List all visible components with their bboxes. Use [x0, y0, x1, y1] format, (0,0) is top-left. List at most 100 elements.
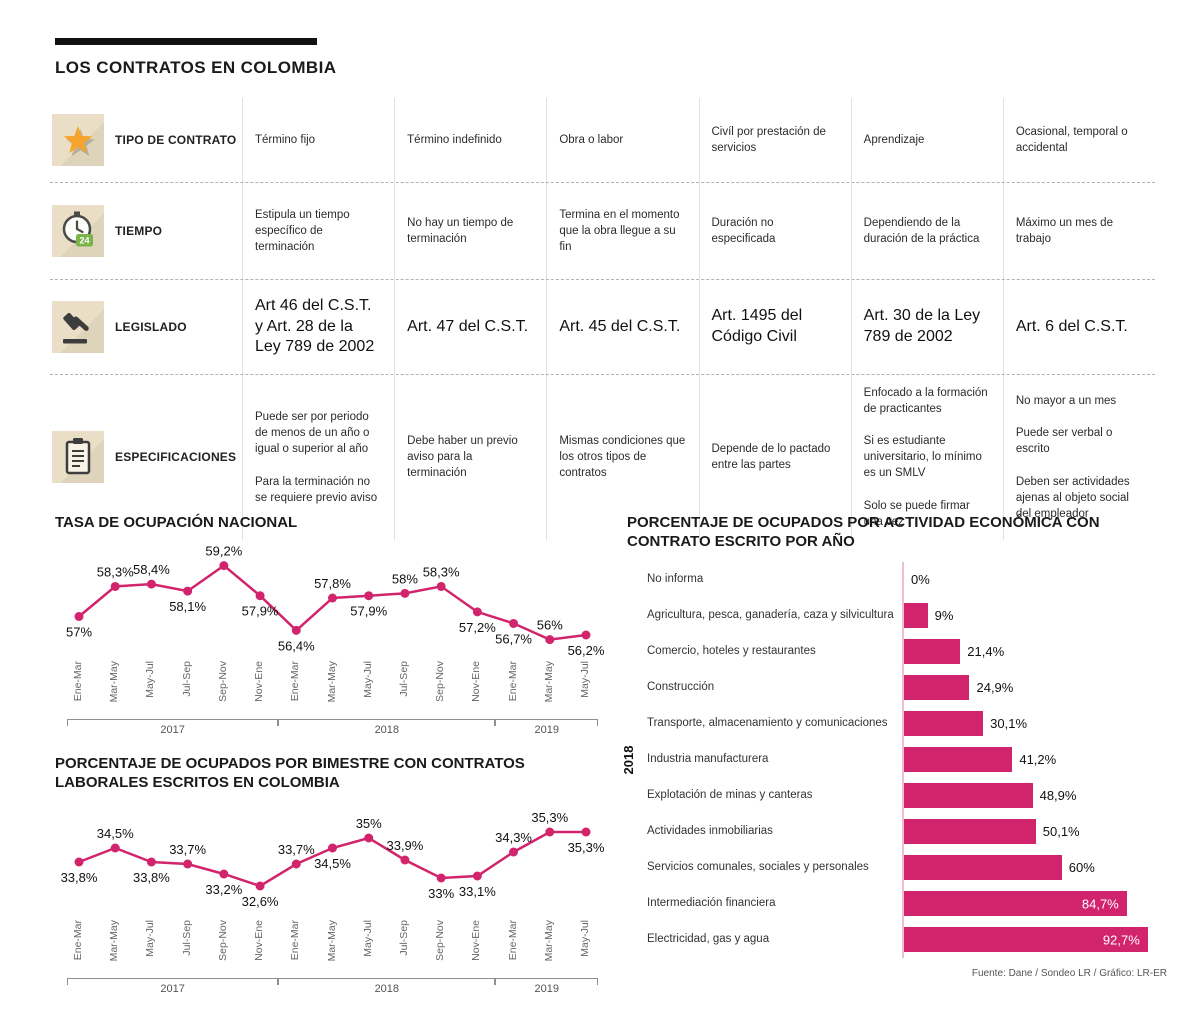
x-axis-label: Jul-Sep [397, 920, 410, 956]
bar [904, 783, 1033, 808]
point-label: 32,6% [242, 894, 279, 909]
star-icon [52, 114, 104, 166]
data-point [219, 869, 229, 879]
row-header: ESPECIFICACIONES [50, 375, 242, 540]
bar-category-label: Agricultura, pesca, ganadería, caza y si… [647, 609, 894, 622]
table-cell: Ocasional, temporal o accidental [1002, 98, 1155, 182]
table-cell: Debe haber un previo aviso para la termi… [394, 375, 546, 540]
bar-category-label: Transporte, almacenamiento y comunicacio… [647, 717, 888, 730]
bar-category-label: Explotación de minas y canteras [647, 789, 813, 802]
bar-chart: 2018 No informa 0% Agricultura, pesca, gan… [621, 561, 1167, 958]
table-cell: No hay un tiempo de terminación [394, 183, 546, 279]
table-cell: Término indefinido [394, 98, 546, 182]
table-cell: Dependiendo de la duración de la práctic… [850, 183, 1003, 279]
bar-track: 92,7% [902, 921, 1167, 958]
x-axis-label: May-Jul [361, 660, 374, 698]
x-axis-label: Sep-Nov [434, 920, 447, 962]
point-label: 33,2% [205, 882, 242, 897]
data-point [110, 843, 120, 853]
data-point [509, 847, 519, 857]
data-point [472, 607, 482, 617]
year-group-label: 2018 [278, 978, 496, 995]
year-axis: 2017 2018 2019 [55, 978, 610, 1000]
bar-track: 41,2% [902, 741, 1167, 778]
bar-track: 30,1% [902, 705, 1167, 742]
bar-value-label: 48,9% [1039, 788, 1077, 803]
point-label: 57% [66, 624, 92, 639]
data-point [581, 630, 591, 640]
bar [904, 747, 1013, 772]
x-axis-label: Nov-Ene [253, 920, 266, 962]
table-cell: Puede ser por periodo de menos de un año… [242, 375, 394, 540]
x-axis-label: Ene-Mar [72, 660, 84, 702]
bar-track: 24,9% [902, 669, 1167, 706]
header-rule [55, 38, 317, 45]
data-point [436, 873, 446, 883]
x-axis-label: May-Jul [361, 920, 374, 958]
bar-row: Explotación de minas y canteras 48,9% [647, 777, 1167, 814]
source-credit: Fuente: Dane / Sondeo LR / Gráfico: LR-E… [971, 967, 1167, 979]
point-label: 57,8% [314, 576, 351, 591]
bar-category-label: Comercio, hoteles y restaurantes [647, 645, 816, 658]
point-label: 58,4% [133, 562, 170, 577]
row-header-label: ESPECIFICACIONES [115, 450, 237, 465]
x-axis-label: Nov-Ene [470, 660, 483, 702]
point-label: 58,3% [97, 564, 134, 579]
chart-title-economic-activity: PORCENTAJE DE OCUPADOS POR ACTIVIDAD ECO… [627, 514, 1100, 550]
bar-value-label: 84,7% [1081, 896, 1119, 911]
point-label: 34,3% [495, 830, 532, 845]
x-axis-label: Jul-Sep [180, 660, 193, 697]
x-axis-label: Nov-Ene [253, 660, 266, 702]
bar-row: Transporte, almacenamiento y comunicacio… [647, 705, 1167, 742]
row-header-label: TIEMPO [115, 224, 163, 238]
data-point [545, 827, 555, 837]
year-axis: 2017 2018 2019 [55, 718, 610, 741]
page-title: LOS CONTRATOS EN COLOMBIA [55, 58, 337, 77]
data-point [364, 590, 374, 600]
data-point [328, 843, 337, 853]
data-point [472, 871, 482, 881]
x-axis-label: Mar-May [542, 920, 555, 962]
point-label: 33% [428, 886, 454, 901]
x-axis-label: May-Jul [579, 660, 591, 698]
point-label: 35,3% [568, 840, 605, 855]
data-point [219, 560, 229, 570]
data-point [74, 857, 84, 867]
point-label: 57,9% [350, 603, 387, 618]
x-axis-label: Ene-Mar [72, 920, 84, 961]
x-axis-label: Ene-Mar [289, 660, 302, 702]
contracts-table: TIPO DE CONTRATO Término fijo Término in… [50, 98, 1155, 540]
data-point [291, 859, 301, 869]
x-axis-label: Sep-Nov [434, 660, 447, 702]
bar-category-label: No informa [647, 573, 704, 586]
point-label: 59,2% [205, 543, 242, 558]
svg-text:24: 24 [79, 236, 89, 246]
point-label: 58,3% [423, 564, 460, 579]
table-row-tiempo: 24 TIEMPO Estipula un tiempo específico … [50, 183, 1155, 280]
bar [904, 711, 984, 736]
bar-track: 48,9% [902, 777, 1167, 814]
bar-track: 21,4% [902, 633, 1167, 670]
data-point [74, 611, 84, 621]
clock-icon: 24 [52, 205, 104, 257]
table-cell: Enfocado a la formación de practicantes … [850, 375, 1003, 540]
data-point [400, 588, 410, 598]
x-axis-label: Jul-Sep [397, 660, 410, 697]
x-axis-label: Mar-May [325, 660, 338, 703]
data-point [146, 857, 156, 867]
bar-value-label: 9% [934, 608, 954, 623]
bar-value-label: 21,4% [967, 644, 1005, 659]
bar-value-label: 60% [1068, 860, 1095, 875]
year-group-label: 2018 [278, 718, 496, 736]
row-header: 24 TIEMPO [50, 183, 242, 279]
data-point [291, 625, 301, 635]
bar-chart-rows: No informa 0% Agricultura, pesca, ganaderí… [647, 561, 1167, 958]
x-axis-label: Mar-May [108, 660, 121, 703]
point-label: 33,8% [61, 870, 98, 885]
gavel-icon [52, 301, 104, 353]
data-point [364, 833, 374, 843]
data-point [328, 593, 337, 603]
bar-category-label: Servicios comunales, sociales y personal… [647, 861, 869, 874]
table-cell: Art. 45 del C.S.T. [546, 280, 698, 374]
